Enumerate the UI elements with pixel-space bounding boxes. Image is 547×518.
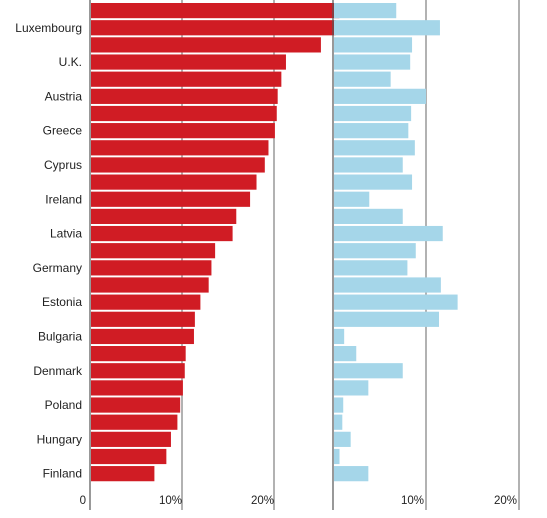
left-bar — [91, 397, 181, 413]
category-label: Denmark — [33, 364, 83, 378]
left-bar — [91, 260, 212, 276]
category-label: Latvia — [50, 227, 82, 241]
right-bar — [334, 123, 409, 139]
right-panel: 10% 20% — [332, 0, 520, 510]
category-label: Germany — [33, 261, 82, 275]
right-bar — [334, 328, 345, 345]
left-bar — [91, 328, 194, 345]
right-bar — [334, 448, 340, 465]
right-bar — [334, 363, 403, 379]
category-label: Austria — [45, 89, 83, 103]
right-bar — [334, 54, 411, 70]
left-bar — [91, 346, 186, 362]
left-bar — [91, 140, 269, 156]
category-label: Bulgaria — [38, 329, 82, 343]
category-label: Estonia — [42, 295, 82, 309]
left-bar — [91, 123, 275, 139]
right-bar — [334, 174, 413, 190]
left-bar — [91, 71, 282, 87]
left-bar — [91, 363, 185, 379]
left-bar — [91, 294, 201, 310]
category-label: Cyprus — [44, 158, 82, 172]
right-bar — [334, 243, 416, 259]
right-tick-label: 20% — [494, 495, 517, 507]
right-bar — [334, 466, 369, 482]
right-bar — [334, 20, 440, 36]
right-bar — [334, 260, 408, 276]
right-bar — [334, 191, 370, 207]
left-bar — [91, 105, 277, 122]
left-bar — [91, 448, 167, 465]
category-label: U.K. — [59, 55, 82, 69]
category-label: Finland — [43, 467, 82, 481]
category-label: Luxembourg — [15, 21, 82, 35]
left-panel: Luxembourg U.K. Austria Greece Cyprus Ireland… — [15, 0, 340, 510]
right-bar — [334, 431, 351, 447]
right-bar — [334, 311, 440, 327]
left-tick-label: 10% — [159, 495, 182, 507]
left-bar — [91, 380, 183, 396]
right-bar — [334, 208, 403, 224]
left-bar — [91, 225, 233, 242]
left-bar — [91, 311, 195, 327]
right-bar — [334, 3, 397, 19]
right-bar — [334, 71, 391, 87]
left-bar — [91, 466, 155, 482]
left-bar — [91, 243, 216, 259]
right-bar — [334, 140, 415, 156]
right-tick-label: 10% — [401, 495, 424, 507]
left-bar — [91, 277, 209, 293]
right-bar — [334, 157, 403, 173]
left-bar — [91, 157, 265, 173]
left-tick-label: 20% — [251, 495, 274, 507]
left-bar — [91, 3, 340, 19]
category-label: Poland — [45, 398, 82, 412]
right-bar — [334, 397, 344, 413]
right-bar — [334, 380, 369, 396]
left-bar — [91, 431, 171, 447]
right-bar — [334, 88, 426, 104]
right-bar — [334, 294, 458, 310]
left-bar — [91, 37, 321, 53]
right-bar — [334, 414, 343, 430]
right-bar — [334, 225, 443, 242]
left-tick-label: 0 — [80, 495, 86, 507]
category-label: Ireland — [45, 192, 82, 206]
right-bar — [334, 37, 413, 53]
right-bar — [334, 346, 357, 362]
left-bar — [91, 54, 286, 70]
right-bar — [334, 277, 441, 293]
left-bar — [91, 414, 178, 430]
category-label: Greece — [43, 124, 83, 138]
category-label: Hungary — [37, 432, 82, 446]
left-bar — [91, 174, 257, 190]
left-bar — [91, 20, 336, 36]
left-bar — [91, 191, 251, 207]
right-bar — [334, 105, 412, 122]
left-bar — [91, 88, 278, 104]
left-bar — [91, 208, 237, 224]
